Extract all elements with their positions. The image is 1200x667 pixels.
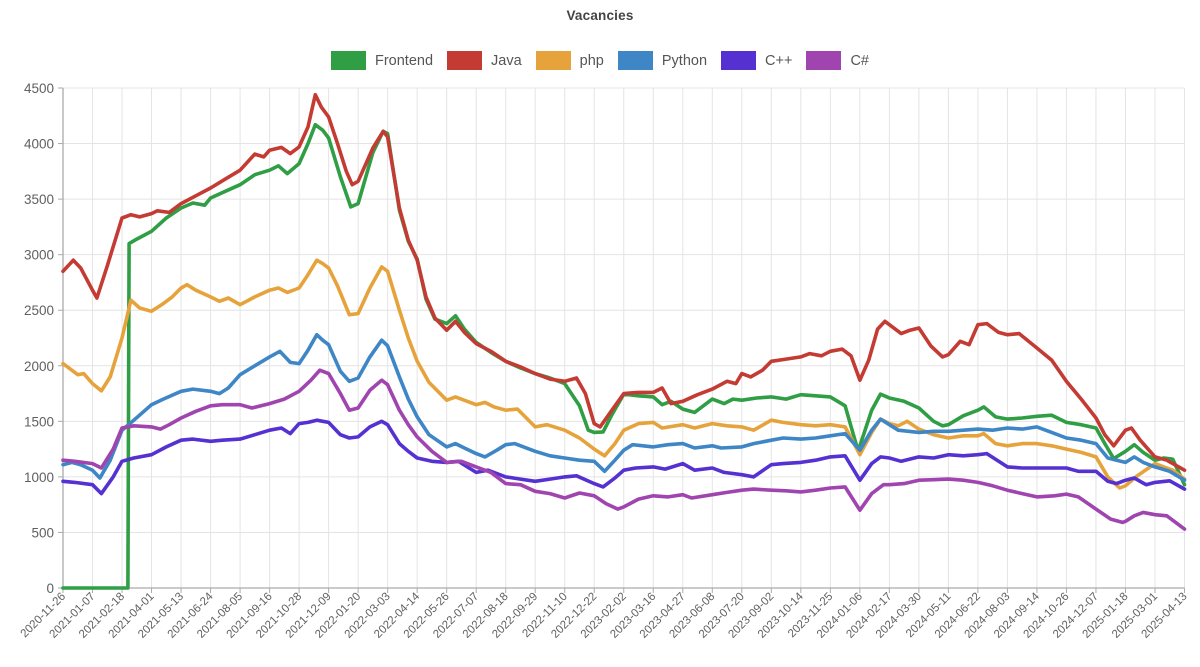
legend-swatch-icon [447, 51, 483, 70]
legend-label: Python [661, 52, 708, 69]
chart-title: Vacancies [566, 8, 634, 23]
y-tick-label: 1000 [24, 470, 54, 485]
legend-swatch-icon [535, 51, 571, 70]
chart-legend: Frontend Java php Python C++ C# [0, 51, 1200, 70]
legend-item-c-[interactable]: C++ [721, 51, 792, 70]
legend-item-php[interactable]: php [535, 51, 604, 70]
legend-item-c-[interactable]: C# [806, 51, 869, 70]
series-line-java [61, 92, 1187, 473]
series-line-c- [61, 368, 1187, 531]
y-tick-label: 500 [31, 525, 54, 540]
legend-item-python[interactable]: Python [617, 51, 708, 70]
y-tick-label: 3500 [24, 192, 54, 207]
legend-item-frontend[interactable]: Frontend [330, 51, 434, 70]
legend-swatch-icon [330, 51, 366, 70]
legend-swatch-icon [806, 51, 842, 70]
series-line-c- [61, 418, 1187, 496]
y-tick-label: 3000 [24, 248, 54, 263]
legend-label: C++ [765, 52, 793, 69]
y-tick-label: 2500 [24, 303, 54, 318]
series-line-python [61, 332, 1187, 483]
legend-swatch-icon [617, 51, 653, 70]
y-tick-label: 0 [46, 581, 54, 596]
legend-label: Java [491, 52, 522, 69]
legend-swatch-icon [721, 51, 757, 70]
y-tick-label: 4500 [24, 81, 54, 96]
legend-label: php [579, 52, 604, 69]
y-tick-label: 4000 [24, 137, 54, 152]
series-line-frontend [61, 122, 1187, 590]
legend-item-java[interactable]: Java [447, 51, 522, 70]
legend-label: C# [850, 52, 869, 69]
y-tick-label: 2000 [24, 359, 54, 374]
y-tick-label: 1500 [24, 414, 54, 429]
legend-label: Frontend [374, 52, 434, 69]
series-line-php [61, 258, 1187, 490]
